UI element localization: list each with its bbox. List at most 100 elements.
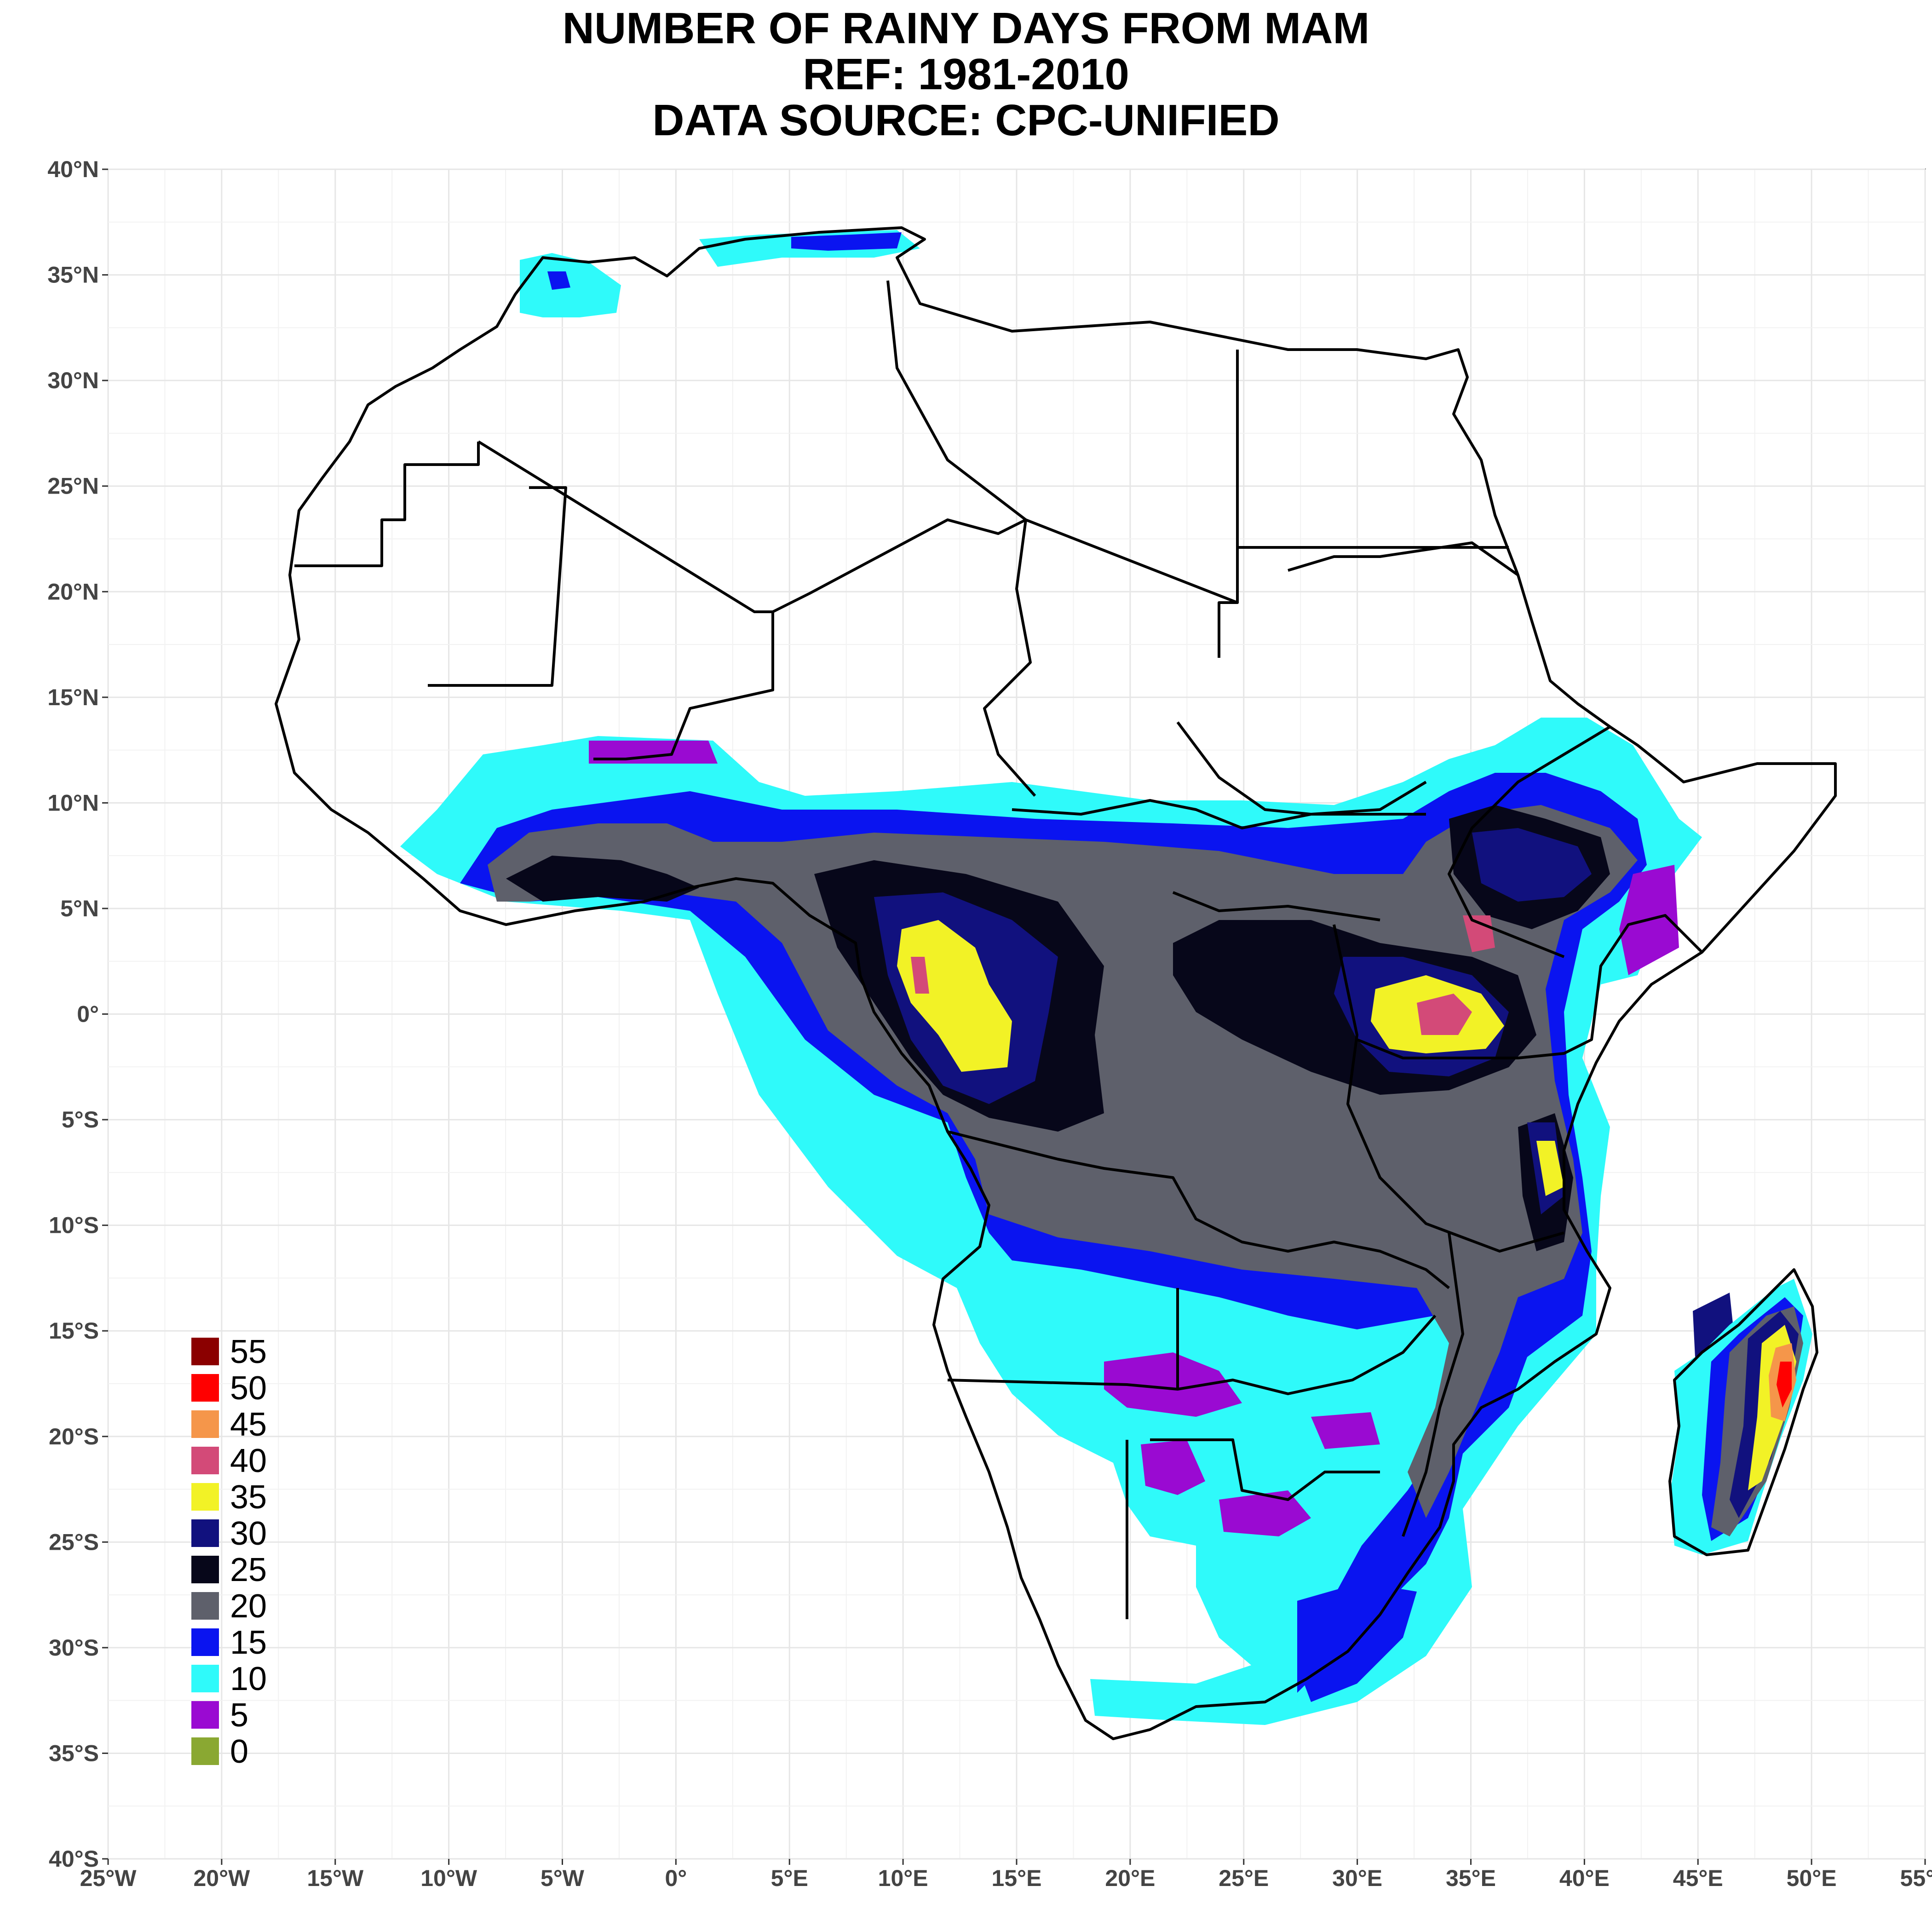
legend-item: 40: [184, 1443, 294, 1479]
map-title-line-3: DATA SOURCE: CPC-UNIFIED: [652, 96, 1280, 145]
lat-tick-label: 5°S: [62, 1107, 99, 1133]
lon-tick-label: 25°E: [1219, 1865, 1269, 1891]
lat-tick-label: 25°S: [49, 1529, 99, 1555]
patch-5-south-1: [1104, 1352, 1242, 1417]
legend-swatch: [191, 1410, 219, 1438]
legend-swatch: [191, 1338, 219, 1365]
lon-tick-label: 10°W: [420, 1865, 477, 1891]
border-17: [1288, 541, 1519, 576]
legend-swatch: [191, 1592, 219, 1620]
legend-label: 30: [230, 1515, 267, 1552]
border-16: [1356, 914, 1703, 1059]
border-15: [1448, 725, 1611, 958]
legend-swatch: [191, 1665, 219, 1692]
border-12: [1126, 1438, 1380, 1619]
patch-5-south-4: [1311, 1412, 1380, 1449]
lon-tick-label: 30°E: [1332, 1865, 1382, 1891]
lon-tick-label: 45°E: [1673, 1865, 1723, 1891]
legend-item: 15: [184, 1625, 294, 1661]
border-4: [1236, 350, 1509, 603]
border-5: [886, 280, 1036, 797]
legend-swatch: [191, 1556, 219, 1583]
legend-swatch: [191, 1447, 219, 1474]
lon-tick-label: 55°E: [1900, 1865, 1932, 1891]
border-11: [947, 1288, 1179, 1391]
legend-swatch: [191, 1519, 219, 1547]
lat-tick-label: 30°S: [49, 1635, 99, 1661]
lat-tick-label: 10°S: [49, 1213, 99, 1238]
lat-tick-label: 10°N: [47, 790, 99, 816]
legend-label: 10: [230, 1661, 267, 1697]
legend-label: 45: [230, 1406, 267, 1443]
border-2: [477, 440, 1239, 658]
border-7: [1012, 799, 1426, 829]
patch-15-algeria: [791, 232, 902, 251]
lat-tick-label: 40°N: [47, 156, 99, 182]
madagascar-50: [1777, 1362, 1792, 1408]
lon-tick-label: 35°E: [1446, 1865, 1496, 1891]
lat-tick-label: 5°N: [60, 896, 99, 921]
lon-tick-label: 5°W: [540, 1865, 585, 1891]
border-13: [1177, 1315, 1437, 1395]
legend-swatch: [191, 1628, 219, 1656]
legend-label: 0: [230, 1733, 249, 1770]
legend-item: 10: [184, 1661, 294, 1697]
map-legend: 55 50 45 40 35 30 25 20 15 10 5 0: [184, 1334, 294, 1770]
border-14: [1402, 1232, 1464, 1537]
map-title-line-1: NUMBER OF RAINY DAYS FROM MAM: [562, 4, 1370, 53]
legend-label: 20: [230, 1588, 267, 1625]
lat-tick-label: 20°N: [47, 579, 99, 604]
legend-swatch: [191, 1701, 219, 1729]
legend-item: 5: [184, 1697, 294, 1734]
border-3: [428, 486, 567, 687]
border-9: [1333, 924, 1564, 1253]
africa-coastline: [275, 226, 1837, 1740]
lat-tick-label: 25°N: [47, 473, 99, 499]
lat-tick-label: 35°S: [49, 1740, 99, 1766]
legend-swatch: [191, 1483, 219, 1511]
lon-tick-label: 5°E: [771, 1865, 808, 1891]
band-35: [897, 920, 1776, 1518]
border-1: [294, 442, 480, 567]
legend-item: 0: [184, 1734, 294, 1770]
band-25: [506, 805, 1610, 1251]
lon-tick-label: 10°E: [878, 1865, 928, 1891]
axis-ticks: 40°N 35°N 30°N 25°N 20°N 15°N 10°N 5°N 0° 5°S 10°S…: [47, 156, 1932, 1891]
legend-label: 25: [230, 1552, 267, 1588]
legend-item: 55: [184, 1334, 294, 1370]
border-6: [593, 612, 774, 760]
lon-tick-label: 40°E: [1559, 1865, 1610, 1891]
country-boundaries: [275, 226, 1837, 1740]
legend-item: 25: [184, 1552, 294, 1588]
patch-10-morocco: [520, 253, 621, 317]
legend-label: 50: [230, 1370, 267, 1407]
lat-tick-label: 15°S: [49, 1318, 99, 1344]
lat-tick-label: 35°N: [47, 262, 99, 288]
legend-label: 15: [230, 1624, 267, 1661]
lon-tick-label: 15°E: [992, 1865, 1042, 1891]
patch-5-south-2: [1141, 1440, 1205, 1495]
madagascar-outline: [1668, 1268, 1818, 1556]
lat-tick-label: 15°N: [47, 684, 99, 710]
legend-item: 45: [184, 1407, 294, 1443]
lat-tick-label: 20°S: [49, 1424, 99, 1449]
legend-label: 40: [230, 1443, 267, 1479]
lat-tick-label: 0°: [77, 1001, 99, 1027]
legend-item: 50: [184, 1370, 294, 1407]
legend-label: 35: [230, 1479, 267, 1516]
legend-label: 55: [230, 1334, 267, 1370]
legend-label: 5: [230, 1697, 249, 1734]
patch-15-morocco: [547, 271, 570, 290]
legend-item: 20: [184, 1588, 294, 1625]
lon-tick-label: 0°: [665, 1865, 687, 1891]
legend-item: 30: [184, 1516, 294, 1552]
legend-item: 35: [184, 1479, 294, 1516]
lon-tick-label: 15°W: [307, 1865, 364, 1891]
lon-tick-label: 25°W: [80, 1865, 137, 1891]
lat-tick-label: 40°S: [49, 1846, 99, 1872]
lon-tick-label: 20°W: [193, 1865, 250, 1891]
border-10: [947, 1130, 1450, 1289]
patch-5-south-3: [1219, 1490, 1311, 1536]
legend-swatch: [191, 1737, 219, 1765]
